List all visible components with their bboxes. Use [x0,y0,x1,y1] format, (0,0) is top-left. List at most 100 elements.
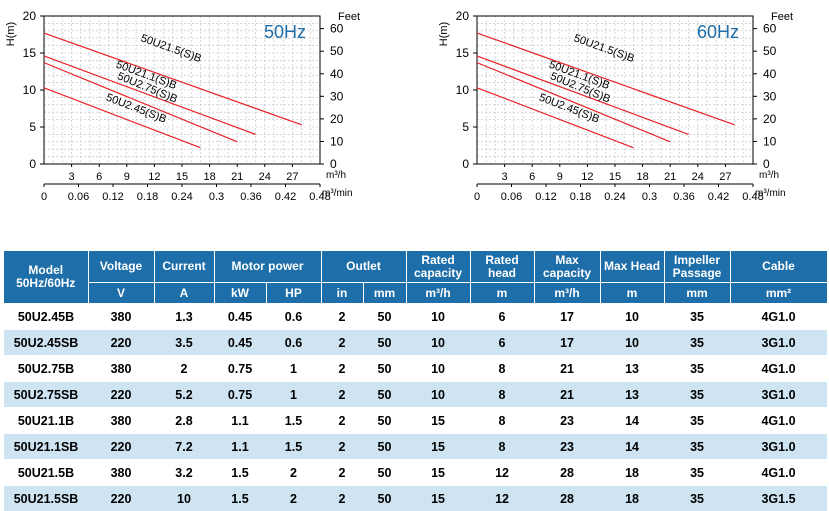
cell-model: 50U21.5SB [4,486,88,511]
cell-impeller: 35 [664,356,730,382]
cell-rated-capacity: 10 [406,304,470,330]
feet-tick-label: 30 [330,89,344,103]
x2-tick-label: 0.3 [642,191,657,203]
x2-tick-label: 0.36 [240,191,261,203]
cell-outlet-mm: 50 [363,304,406,330]
cell-max-capacity: 23 [534,434,600,460]
cell-rated-head: 8 [470,382,534,408]
x2-tick-label: 0.18 [137,191,158,203]
cell-max-capacity: 28 [534,460,600,486]
table-row: 50U21.5B 380 3.2 1.5 2 2 50 15 12 28 18 … [4,460,827,486]
rated-capacity-unit: m³/h [406,283,470,304]
cell-impeller: 35 [664,486,730,511]
feet-tick-label: 40 [763,67,777,81]
table-row: 50U21.1SB 220 7.2 1.1 1.5 2 50 15 8 23 1… [4,434,827,460]
cell-voltage: 380 [88,304,154,330]
impeller-unit: mm [664,283,730,304]
cell-hp: 0.6 [266,330,321,356]
cell-cable: 4G1.0 [730,304,827,330]
cell-cable: 3G1.5 [730,486,827,511]
col-rated-head-header: Rated head [470,251,534,283]
cell-max-head: 14 [600,408,664,434]
cell-hp: 1 [266,382,321,408]
x-tick-label: 3 [69,171,75,183]
y-tick-label: 5 [29,120,36,134]
cell-rated-capacity: 15 [406,486,470,511]
x-tick-label: 12 [148,171,160,183]
table-row: 50U2.45B 380 1.3 0.45 0.6 2 50 10 6 17 1… [4,304,827,330]
rated-head-unit: m [470,283,534,304]
spec-table: Model 50Hz/60Hz Voltage Current Motor po… [4,251,828,511]
x-tick-label: 9 [124,171,130,183]
x2-unit-label: m³/min [322,188,353,199]
feet-tick-label: 60 [763,22,777,36]
cell-rated-capacity: 15 [406,434,470,460]
cell-rated-head: 8 [470,356,534,382]
col-rated-capacity-header: Rated capacity [406,251,470,283]
cell-voltage: 380 [88,408,154,434]
x-tick-label: 6 [529,171,535,183]
x2-tick-label: 0.24 [604,191,625,203]
cell-model: 50U2.45B [4,304,88,330]
col-cable-header: Cable [730,251,827,283]
cell-outlet-mm: 50 [363,460,406,486]
x2-tick-label: 0.06 [501,191,522,203]
cell-rated-head: 12 [470,486,534,511]
cell-outlet-in: 2 [321,408,363,434]
cell-impeller: 35 [664,382,730,408]
cell-current: 10 [154,486,214,511]
cell-voltage: 380 [88,460,154,486]
feet-tick-label: 40 [330,67,344,81]
cell-max-capacity: 23 [534,408,600,434]
y-axis-title: H(m) [5,22,17,46]
cell-rated-capacity: 10 [406,382,470,408]
cell-outlet-in: 2 [321,486,363,511]
cell-cable: 3G1.0 [730,330,827,356]
x2-tick-label: 0.24 [171,191,192,203]
hp-unit: HP [266,283,321,304]
feet-tick-label: 30 [763,89,777,103]
x-tick-label: 15 [176,171,188,183]
y-tick-label: 5 [462,120,469,134]
cell-rated-capacity: 10 [406,356,470,382]
feet-tick-label: 0 [330,157,337,171]
cell-hp: 0.6 [266,304,321,330]
feet-tick-label: 10 [763,134,777,148]
col-voltage-header: Voltage [88,251,154,283]
feet-tick-label: 60 [330,22,344,36]
cell-model: 50U2.45SB [4,330,88,356]
cable-unit: mm² [730,283,827,304]
x2-tick-label: 0.42 [708,191,729,203]
x-tick-label: 3 [502,171,508,183]
cell-voltage: 220 [88,382,154,408]
cell-outlet-in: 2 [321,460,363,486]
cell-current: 5.2 [154,382,214,408]
cell-hp: 1.5 [266,434,321,460]
x2-tick-label: 0.12 [535,191,556,203]
y-tick-label: 10 [456,83,470,97]
cell-cable: 4G1.0 [730,460,827,486]
cell-voltage: 220 [88,330,154,356]
col-outlet-header: Outlet [321,251,406,283]
cell-current: 2 [154,356,214,382]
x2-tick-label: 0 [474,191,480,203]
feet-tick-label: 0 [763,157,770,171]
cell-rated-capacity: 10 [406,330,470,356]
cell-current: 7.2 [154,434,214,460]
table-row: 50U21.5SB 220 10 1.5 2 2 50 15 12 28 18 … [4,486,827,511]
cell-current: 3.5 [154,330,214,356]
feet-tick-label: 20 [330,112,344,126]
cell-outlet-mm: 50 [363,382,406,408]
x2-tick-label: 0.42 [275,191,296,203]
x-tick-label: 27 [719,171,731,183]
cell-outlet-in: 2 [321,330,363,356]
cell-current: 3.2 [154,460,214,486]
cell-hp: 2 [266,460,321,486]
cell-max-capacity: 17 [534,304,600,330]
chart-title: 50Hz [264,22,306,42]
max-capacity-unit: m³/h [534,283,600,304]
feet-tick-label: 50 [330,44,344,58]
cell-cable: 4G1.0 [730,356,827,382]
